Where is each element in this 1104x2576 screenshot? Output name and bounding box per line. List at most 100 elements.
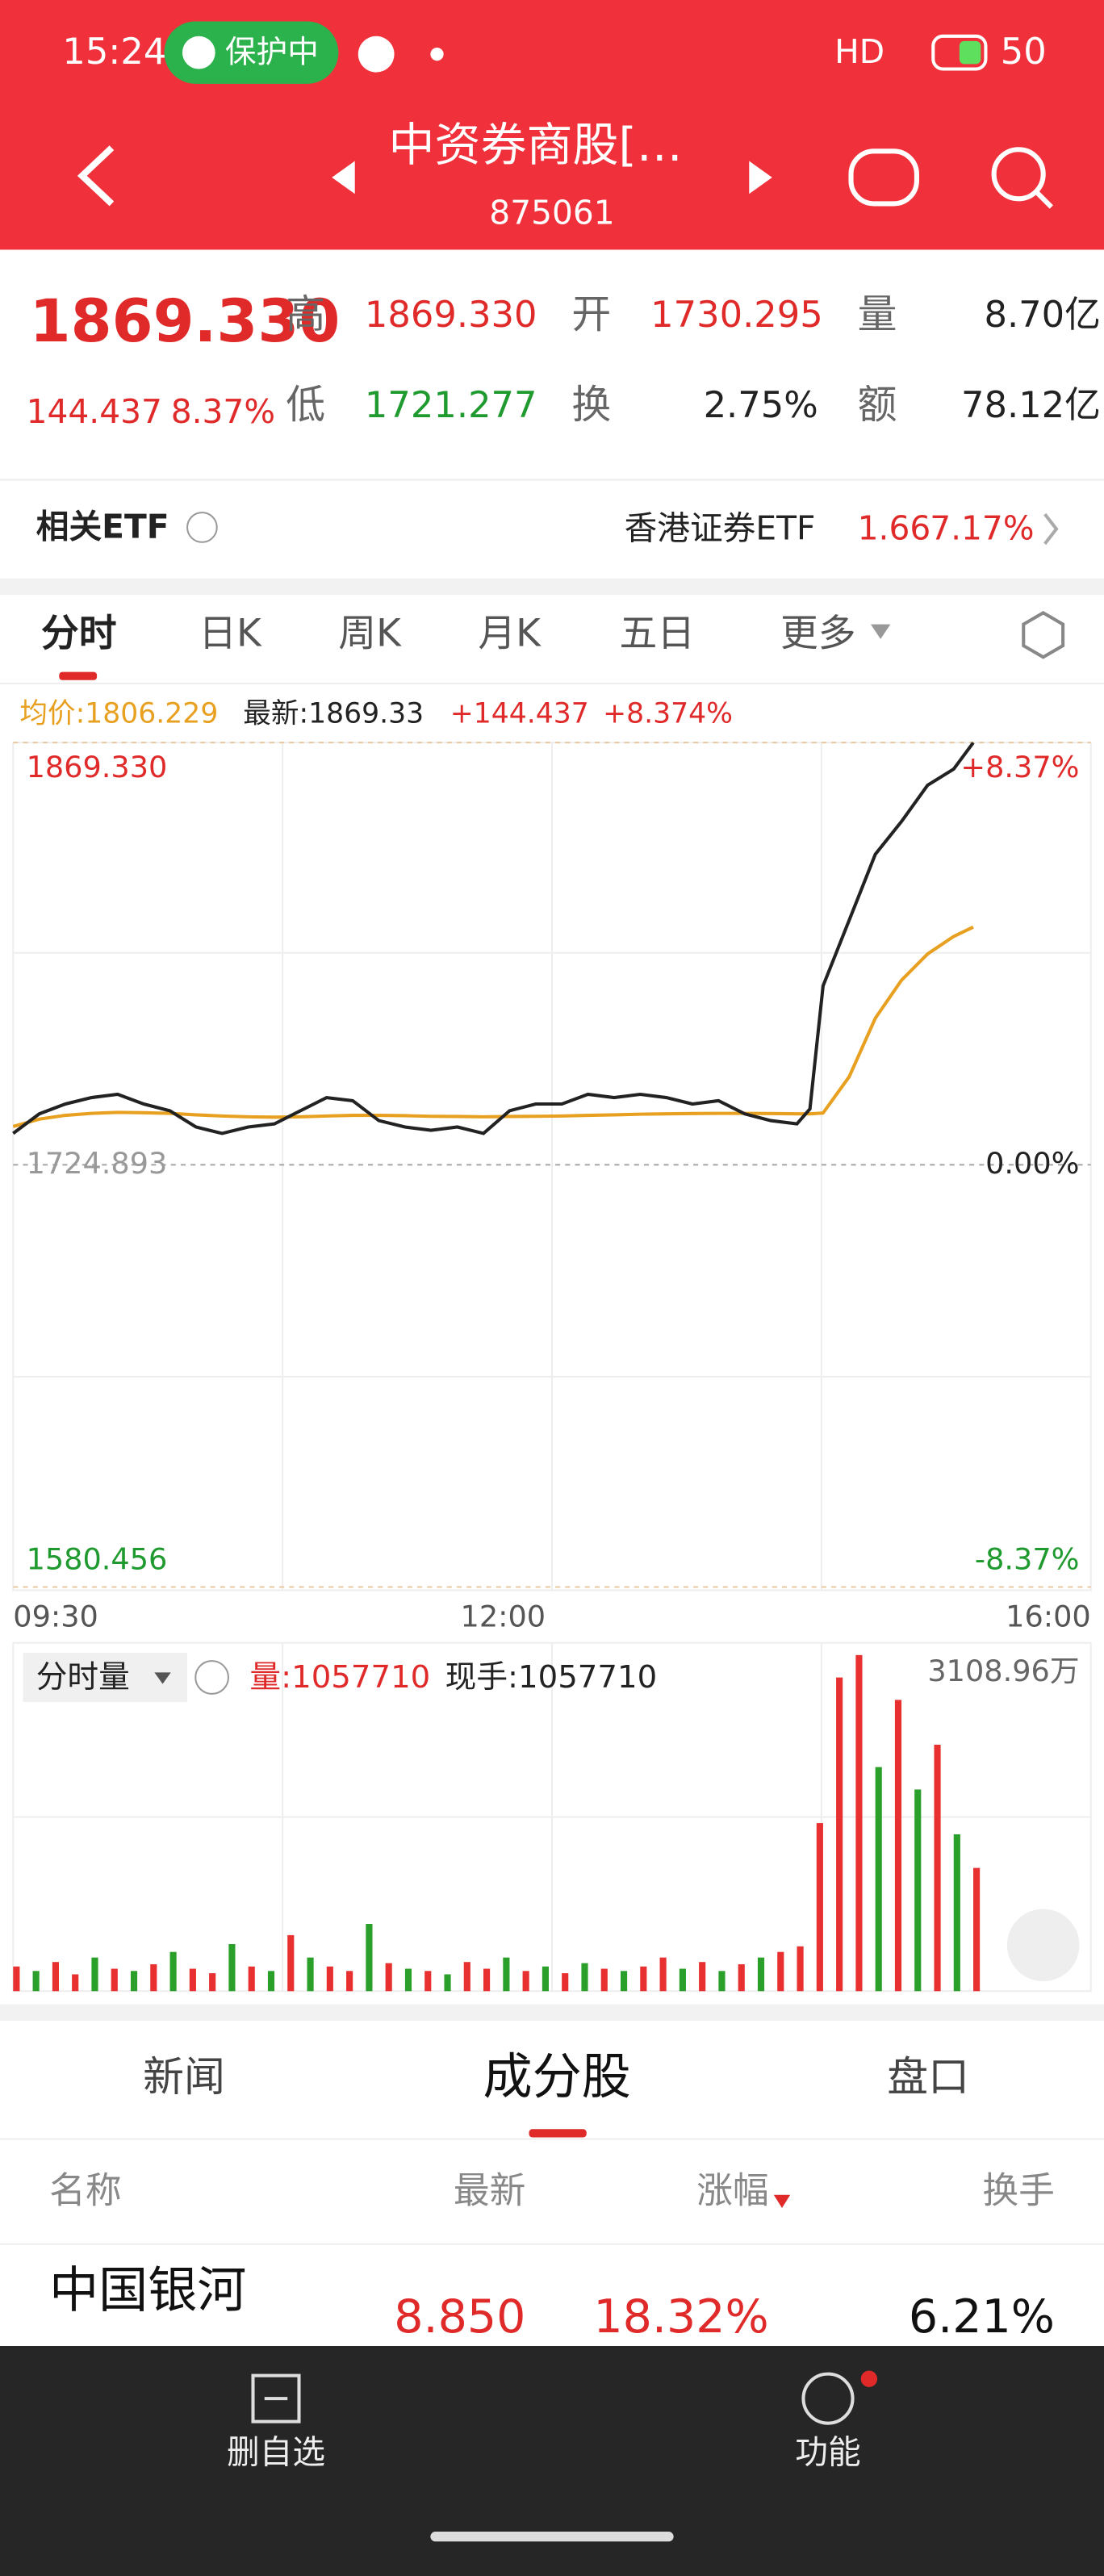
vol-volume: 量:1057710 [249, 1659, 430, 1696]
volume-bar [894, 1700, 902, 1992]
x-tick-label: 12:00 [461, 1600, 546, 1634]
volume-bar [836, 1677, 843, 1992]
tab[interactable]: 周K [338, 612, 402, 655]
badge-icon [182, 36, 215, 69]
etf-price: 1.66 [858, 509, 931, 548]
volume-bar [209, 1973, 216, 1992]
volume-bar [366, 1923, 373, 1992]
badge-text: 保护中 [225, 35, 319, 71]
badge [164, 21, 339, 84]
volume-bar [797, 1946, 804, 1992]
volume-bar [307, 1957, 314, 1992]
help[interactable] [194, 1660, 229, 1695]
volume-bar [130, 1971, 138, 1992]
volume-bar [542, 1966, 550, 1992]
sub-tab[interactable]: 成分股 [483, 2048, 631, 2106]
next[interactable] [749, 161, 772, 194]
volume-bar [620, 1971, 628, 1992]
column-header[interactable]: 换手 [982, 2169, 1055, 2212]
column-header[interactable]: 涨幅 [696, 2169, 769, 2212]
volume-bar [816, 1823, 823, 1992]
volume-bar [757, 1957, 765, 1992]
remove-icon[interactable] [251, 2373, 301, 2423]
volume-bar [777, 1951, 784, 1992]
volume-bar [52, 1962, 59, 1992]
volume-bar [111, 1968, 118, 1992]
y-tick-label: 1580.456 [27, 1541, 168, 1576]
tab-caret [870, 624, 891, 639]
volume-bar [522, 1971, 529, 1992]
volume-bar [72, 1974, 79, 1992]
volume-bar [718, 1971, 726, 1992]
tab[interactable]: 分时 [41, 612, 117, 655]
volume-bar [503, 1957, 510, 1992]
battery-text: 50 [1001, 30, 1047, 73]
cell: 8.850 [394, 2290, 525, 2344]
change: 144.437 [27, 392, 162, 431]
search[interactable] [991, 147, 1046, 202]
tab[interactable]: 更多 [780, 612, 856, 655]
field-label: 换 [571, 382, 611, 428]
nav-function[interactable]: 功能 [795, 2432, 860, 2471]
volume-bar [953, 1834, 960, 1992]
volume-bar [444, 1974, 451, 1992]
sub-tab[interactable]: 盘口 [887, 2054, 969, 2101]
battery-level [959, 40, 981, 65]
x-tick-label: 09:30 [13, 1600, 98, 1634]
time: 15:24 [62, 30, 166, 73]
caret [154, 1672, 171, 1684]
y-tick-label: 1869.330 [27, 750, 168, 784]
volume-bar [914, 1789, 922, 1992]
expand[interactable] [1006, 1909, 1080, 1982]
column-header[interactable]: 名称 [49, 2169, 122, 2212]
column-header[interactable]: 最新 [454, 2169, 526, 2212]
y2-tick-label: -8.37% [975, 1541, 1080, 1576]
tab[interactable]: 五日 [619, 612, 695, 655]
sort-caret [773, 2194, 791, 2208]
etf-name[interactable]: 香港证券ETF [625, 509, 816, 548]
latest: 最新:1869.33 [243, 698, 424, 730]
chevron [1043, 512, 1059, 546]
settings[interactable] [1022, 610, 1065, 659]
x-tick-label: 16:00 [1006, 1600, 1091, 1634]
field-value: 1730.295 [650, 293, 823, 336]
volume-bar [346, 1971, 353, 1992]
volume-bar [581, 1963, 588, 1992]
tab[interactable]: 日K [199, 612, 262, 655]
cell[interactable]: 中国银河 [49, 2261, 246, 2319]
volume-bar [169, 1951, 177, 1992]
field-value: 1721.277 [365, 383, 537, 426]
volume-bar [483, 1968, 491, 1992]
change-pct: 8.37% [171, 392, 275, 431]
field-value: 1869.330 [365, 293, 537, 336]
sub-tab[interactable]: 新闻 [143, 2054, 225, 2101]
price-line [12, 742, 975, 1135]
etf-pct: 7.17% [930, 509, 1034, 548]
battery [931, 34, 988, 71]
vol-hand: 现手:1057710 [445, 1659, 657, 1696]
volume-bar [91, 1957, 98, 1992]
tab[interactable]: 月K [478, 612, 542, 655]
volume-bar [189, 1968, 196, 1992]
volume-bar [640, 1966, 647, 1992]
field-label: 额 [858, 382, 897, 428]
nav-remove[interactable]: 删自选 [227, 2432, 325, 2471]
help[interactable] [186, 512, 218, 543]
robot[interactable] [848, 148, 919, 207]
search-handle [1035, 190, 1054, 209]
field-value: 2.75% [704, 383, 818, 426]
volume-bar [424, 1971, 432, 1992]
msg-icon [358, 36, 395, 73]
subtab-underline [529, 2129, 587, 2138]
field-label: 低 [286, 382, 325, 428]
y2-tick-label: +8.37% [960, 750, 1079, 784]
cell: 18.32% [593, 2290, 768, 2344]
code: 875061 [489, 194, 614, 232]
menu-icon[interactable] [801, 2372, 855, 2425]
volume-bar [973, 1867, 981, 1992]
sub-tabs: 新闻 成分股 盘口 [143, 2048, 969, 2106]
plot: 1869.330 1724.893 1580.456 +8.37% 0.00% -8.37… [12, 742, 1091, 1992]
vol-label: 分时量 [36, 1659, 130, 1696]
prev[interactable] [332, 161, 355, 194]
back[interactable] [77, 145, 115, 207]
